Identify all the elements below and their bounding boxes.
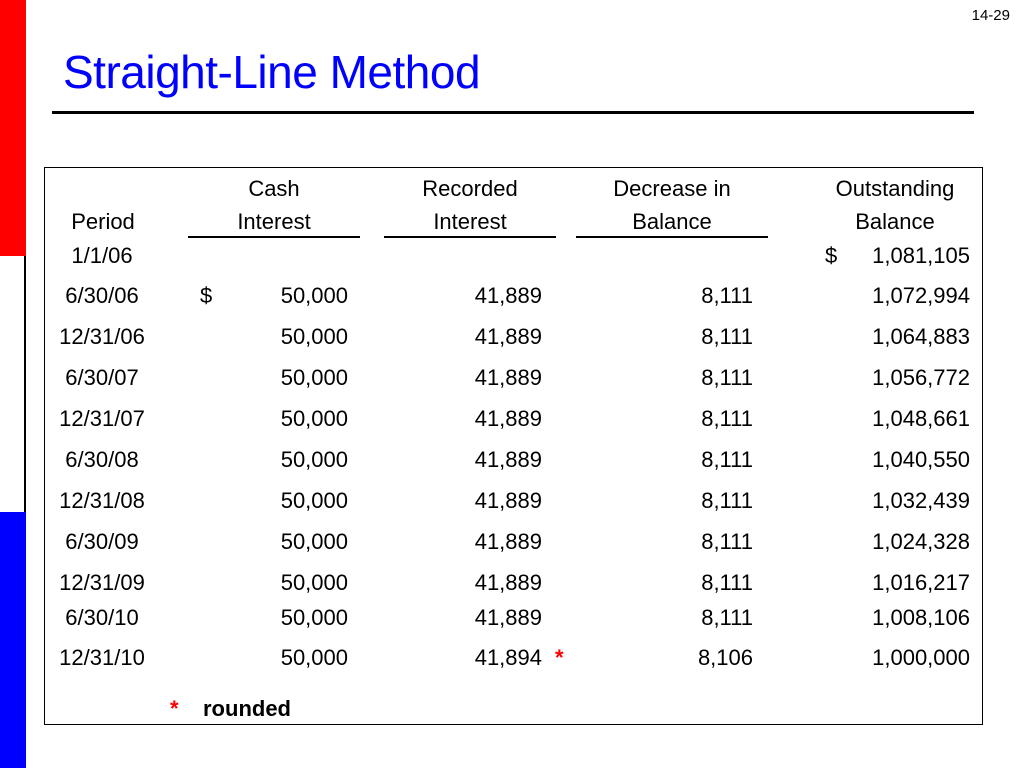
- cell-cash-interest: 50,000: [280, 488, 348, 513]
- cell-cash-interest: 50,000: [280, 605, 348, 630]
- cell-decrease-balance: 8,111: [701, 529, 753, 554]
- cell-decrease-balance: 8,111: [701, 605, 753, 630]
- dollar-sign-cash: $: [200, 283, 213, 308]
- cell-period: 6/30/10: [65, 605, 139, 630]
- cell-recorded-interest: 41,889: [474, 365, 542, 390]
- cell-decrease-balance: 8,111: [701, 570, 753, 595]
- cell-outstanding-balance: 1,008,106: [872, 605, 970, 630]
- cell-recorded-interest: 41,889: [474, 283, 542, 308]
- cell-outstanding-balance: 1,024,328: [872, 529, 970, 554]
- cell-outstanding-balance: 1,040,550: [872, 447, 970, 472]
- rounded-asterisk: *: [555, 645, 564, 670]
- cell-recorded-interest: 41,889: [474, 324, 542, 349]
- header-underline-decrease: [576, 236, 768, 238]
- cell-cash-interest: 50,000: [280, 570, 348, 595]
- header-decrease-line1: Decrease in: [613, 176, 731, 201]
- cell-outstanding-balance: 1,016,217: [872, 570, 970, 595]
- cell-cash-interest: 50,000: [280, 447, 348, 472]
- cell-outstanding-balance: 1,081,105: [872, 243, 970, 268]
- cell-period: 6/30/08: [65, 447, 139, 472]
- cell-period: 12/31/06: [59, 324, 145, 349]
- cell-recorded-interest: 41,889: [474, 447, 542, 472]
- cell-recorded-interest: 41,889: [474, 570, 542, 595]
- cell-period: 12/31/07: [59, 406, 145, 431]
- header-recorded-line2: Interest: [433, 209, 507, 234]
- cell-decrease-balance: 8,106: [697, 645, 753, 670]
- cell-decrease-balance: 8,111: [701, 324, 753, 349]
- cell-decrease-balance: 8,111: [701, 406, 753, 431]
- cell-decrease-balance: 8,111: [701, 365, 753, 390]
- header-outstanding-line1: Outstanding: [835, 176, 955, 201]
- header-decrease-line2: Balance: [632, 209, 712, 234]
- cell-outstanding-balance: 1,056,772: [872, 365, 970, 390]
- header-underline-cash: [188, 236, 360, 238]
- header-period: Period: [71, 209, 135, 234]
- cell-decrease-balance: 8,111: [701, 283, 753, 308]
- cell-cash-interest: 50,000: [280, 406, 348, 431]
- cell-cash-interest: 50,000: [280, 324, 348, 349]
- cell-period: 6/30/06: [65, 283, 139, 308]
- cell-outstanding-balance: 1,032,439: [872, 488, 970, 513]
- amortization-table-frame: [44, 167, 983, 725]
- cell-period: 12/31/09: [59, 570, 145, 595]
- cell-decrease-balance: 8,111: [701, 447, 753, 472]
- cell-recorded-interest: 41,889: [474, 406, 542, 431]
- header-recorded-line1: Recorded: [422, 176, 518, 201]
- cell-cash-interest: 50,000: [280, 283, 348, 308]
- cell-recorded-interest: 41,889: [474, 605, 542, 630]
- left-bar-red: [0, 0, 26, 256]
- header-outstanding-line2: Balance: [855, 209, 935, 234]
- cell-outstanding-balance: 1,000,000: [872, 645, 970, 670]
- cell-cash-interest: 50,000: [280, 645, 348, 670]
- header-underline-recorded: [384, 236, 556, 238]
- cell-period: 12/31/08: [59, 488, 145, 513]
- footnote-text: rounded: [203, 696, 291, 721]
- cell-recorded-interest: 41,889: [474, 529, 542, 554]
- page-title: Straight-Line Method: [63, 46, 481, 98]
- cell-cash-interest: 50,000: [280, 529, 348, 554]
- cell-recorded-interest: 41,889: [474, 488, 542, 513]
- cell-period: 1/1/06: [71, 243, 133, 268]
- cell-period: 6/30/09: [65, 529, 139, 554]
- cell-outstanding-balance: 1,072,994: [872, 283, 970, 308]
- header-cash-line2: Interest: [237, 209, 311, 234]
- title-divider: [52, 111, 974, 114]
- cell-cash-interest: 50,000: [280, 365, 348, 390]
- cell-decrease-balance: 8,111: [701, 488, 753, 513]
- cell-outstanding-balance: 1,064,883: [872, 324, 970, 349]
- slide-number: 14-29: [971, 7, 1010, 24]
- dollar-sign-balance: $: [825, 243, 838, 268]
- left-bar-blue: [0, 512, 26, 768]
- cell-outstanding-balance: 1,048,661: [872, 406, 970, 431]
- cell-period: 12/31/10: [59, 645, 145, 670]
- cell-recorded-interest: 41,894: [474, 645, 542, 670]
- cell-period: 6/30/07: [65, 365, 139, 390]
- left-bar-white: [0, 256, 26, 512]
- header-cash-line1: Cash: [248, 176, 300, 201]
- footnote-asterisk: *: [170, 696, 179, 721]
